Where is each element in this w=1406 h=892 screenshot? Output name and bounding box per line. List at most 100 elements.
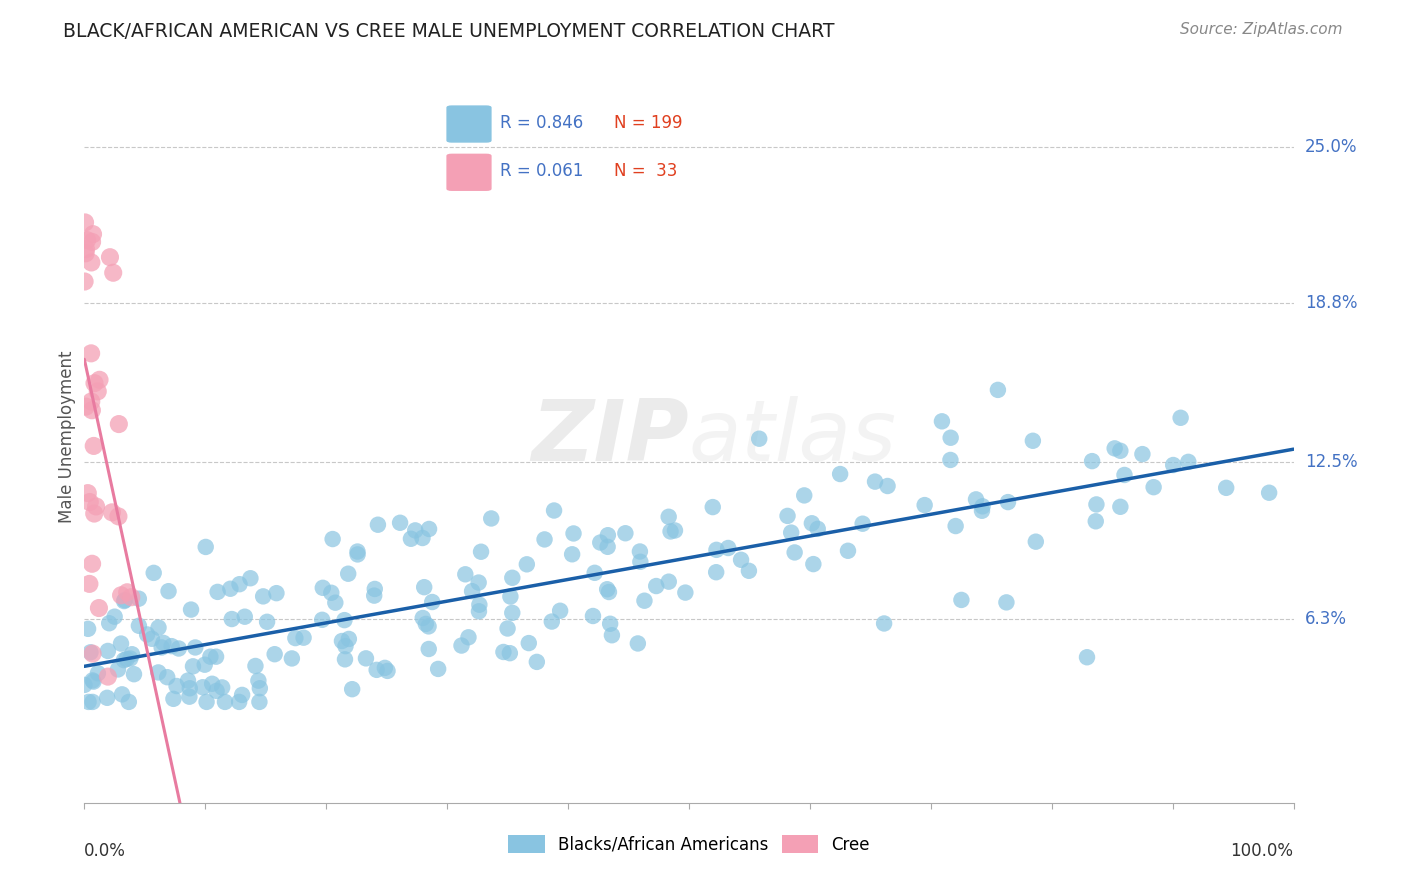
Point xyxy=(87,601,110,615)
Point xyxy=(582,609,605,624)
Point xyxy=(501,606,523,620)
Point xyxy=(120,591,142,605)
Point xyxy=(499,590,522,604)
Point xyxy=(110,636,132,650)
Point xyxy=(526,655,548,669)
Point xyxy=(121,647,143,661)
Point xyxy=(82,647,104,661)
Point xyxy=(354,651,377,665)
Point xyxy=(79,495,101,509)
Point xyxy=(614,526,637,541)
Point xyxy=(337,632,360,646)
Point xyxy=(233,609,256,624)
Point xyxy=(292,631,315,645)
Point xyxy=(107,509,129,524)
Point xyxy=(496,622,519,636)
Point xyxy=(167,641,190,656)
Point xyxy=(516,558,538,572)
Point xyxy=(800,516,823,531)
Point xyxy=(77,695,100,709)
Y-axis label: Male Unemployment: Male Unemployment xyxy=(58,351,76,524)
Point xyxy=(256,615,278,629)
Text: 12.5%: 12.5% xyxy=(1305,453,1357,471)
Point xyxy=(461,584,484,599)
Point xyxy=(80,394,103,409)
Point xyxy=(659,524,682,539)
Point xyxy=(228,577,250,591)
Point xyxy=(863,475,886,489)
Point xyxy=(201,677,224,691)
Point xyxy=(263,647,285,661)
Point xyxy=(83,376,105,391)
Point xyxy=(98,616,121,631)
Point xyxy=(1025,534,1047,549)
Point xyxy=(1109,443,1132,458)
Point xyxy=(180,602,202,616)
Point xyxy=(179,690,201,704)
Point xyxy=(207,585,229,599)
Point xyxy=(427,662,450,676)
Point xyxy=(1177,455,1199,469)
Point xyxy=(658,509,681,524)
Point xyxy=(82,695,104,709)
Point xyxy=(330,634,353,648)
Point xyxy=(142,566,165,580)
Point xyxy=(156,670,179,684)
Point xyxy=(1022,434,1045,448)
Point xyxy=(589,535,612,549)
Point xyxy=(195,695,218,709)
Point xyxy=(96,690,118,705)
Point xyxy=(228,695,250,709)
Point xyxy=(77,622,100,636)
Point xyxy=(931,414,953,428)
Point xyxy=(249,695,271,709)
Point xyxy=(995,595,1018,609)
Point xyxy=(340,682,363,697)
Point xyxy=(73,678,96,692)
Point xyxy=(450,639,472,653)
Point xyxy=(501,571,523,585)
Point xyxy=(517,636,540,650)
Point xyxy=(148,621,170,635)
Point xyxy=(457,630,479,644)
Point xyxy=(148,665,170,680)
Point xyxy=(1215,481,1237,495)
Point xyxy=(970,504,993,518)
Point xyxy=(599,616,621,631)
Point xyxy=(214,695,236,709)
Point xyxy=(418,642,440,657)
Point xyxy=(83,439,105,453)
Point xyxy=(122,667,145,681)
Text: 18.8%: 18.8% xyxy=(1305,294,1357,312)
Point xyxy=(965,492,987,507)
Point xyxy=(658,574,681,589)
Point xyxy=(128,591,150,606)
Point xyxy=(111,687,134,701)
Point xyxy=(84,500,107,514)
Point xyxy=(160,639,183,653)
Point xyxy=(281,651,304,665)
Point xyxy=(499,646,522,660)
Point xyxy=(337,566,360,581)
Point xyxy=(413,580,436,594)
Point xyxy=(540,615,562,629)
Point xyxy=(166,679,188,693)
Point xyxy=(76,486,98,500)
Point xyxy=(561,547,583,561)
Point xyxy=(181,659,204,673)
Point xyxy=(627,636,650,650)
Point xyxy=(284,631,307,645)
Point xyxy=(704,565,727,579)
Point xyxy=(633,593,655,607)
Point xyxy=(80,255,103,269)
Point xyxy=(1143,480,1166,494)
Point xyxy=(807,522,830,536)
Point xyxy=(112,653,135,667)
Point xyxy=(179,681,201,696)
Point xyxy=(412,611,434,625)
Text: 6.3%: 6.3% xyxy=(1305,609,1347,628)
Point xyxy=(112,594,135,608)
Point xyxy=(468,598,491,612)
Point xyxy=(231,688,253,702)
Point xyxy=(205,684,228,698)
